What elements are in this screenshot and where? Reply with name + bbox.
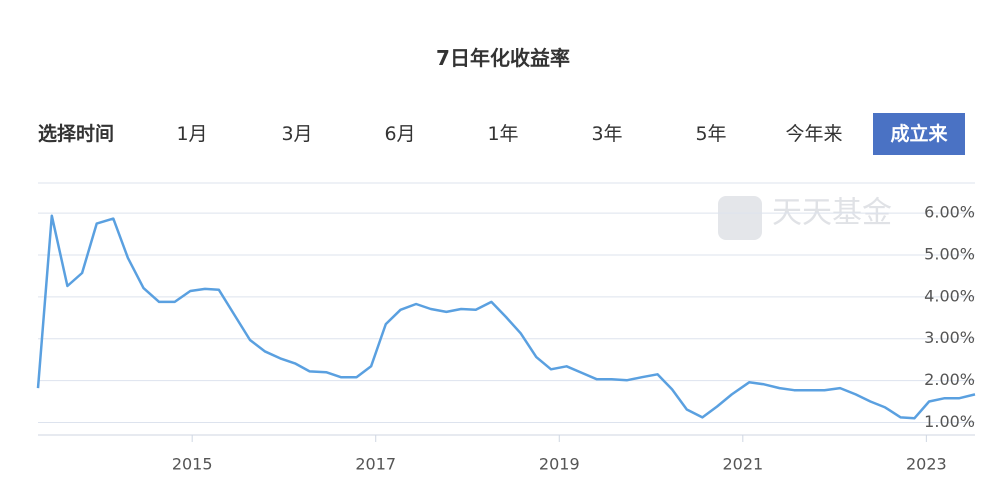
tab-active[interactable]: 成立来 <box>873 113 965 155</box>
tab[interactable]: 1月 <box>176 123 208 145</box>
y-tick-label: 4.00% <box>924 286 975 305</box>
x-tick-label: 2017 <box>355 455 396 474</box>
tab[interactable]: 5年 <box>695 123 727 145</box>
time-selector: 选择时间 1月 3月 6月 1年 3年 5年 今年来 成立来 <box>0 113 1006 155</box>
tab[interactable]: 今年来 <box>785 123 843 145</box>
tab[interactable]: 3月 <box>281 123 313 145</box>
x-tick-label: 2015 <box>172 455 213 474</box>
x-tick-label: 2021 <box>722 455 763 474</box>
y-tick-label: 5.00% <box>924 245 975 264</box>
x-tick-label: 2023 <box>906 455 947 474</box>
y-tick-label: 1.00% <box>924 412 975 431</box>
tab[interactable]: 1年 <box>487 123 519 145</box>
y-tick-label: 6.00% <box>924 203 975 222</box>
tab[interactable]: 3年 <box>591 123 623 145</box>
selector-label: 选择时间 <box>38 123 115 145</box>
x-tick-label: 2019 <box>539 455 580 474</box>
tab[interactable]: 6月 <box>384 123 416 145</box>
y-tick-label: 3.00% <box>924 328 975 347</box>
y-tick-label: 2.00% <box>924 370 975 389</box>
line <box>36 214 976 420</box>
watermark-logo <box>718 196 762 240</box>
chart-title: 7日年化收益率 <box>436 46 570 70</box>
